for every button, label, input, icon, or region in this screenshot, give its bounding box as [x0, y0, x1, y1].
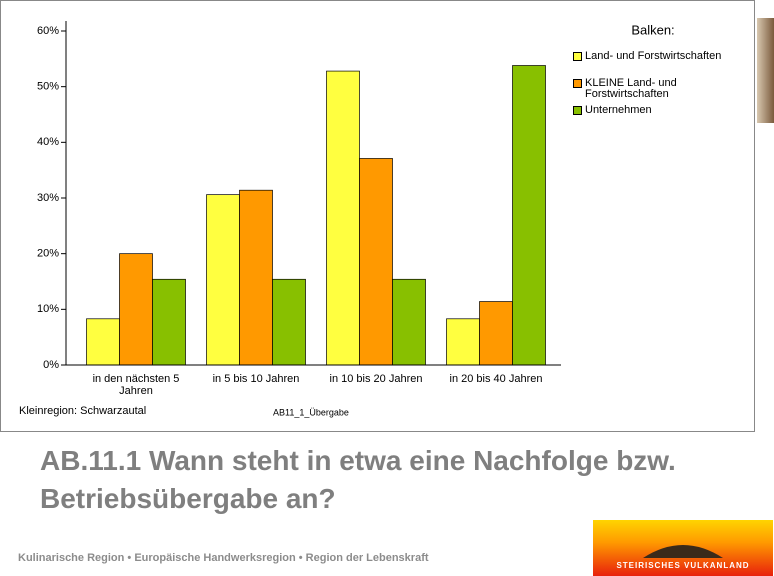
variable-name: AB11_1_Übergabe — [273, 407, 349, 417]
bar — [239, 189, 273, 366]
chart: Kleinregion: Schwarzautal AB11_1_Übergab… — [19, 21, 675, 417]
legend-swatch — [573, 52, 582, 61]
legend-item: Land- und Forstwirtschaften — [573, 51, 723, 62]
bar — [86, 318, 120, 366]
y-tick-label: 40% — [37, 136, 59, 148]
logo-mountain — [643, 545, 723, 558]
legend-label: KLEINE Land- und Forstwirtschaften — [585, 77, 677, 100]
x-tick-label: in 10 bis 20 Jahren — [329, 373, 423, 385]
legend-swatch — [573, 79, 582, 88]
y-tick-label: 60% — [37, 25, 59, 37]
bar — [326, 70, 360, 366]
legend-label: Unternehmen — [585, 104, 652, 116]
legend-item: Unternehmen — [573, 105, 723, 116]
x-tick-label: in den nächsten 5 Jahren — [92, 373, 180, 397]
footer: Kulinarische Region • Europäische Handwe… — [18, 552, 429, 564]
bar — [512, 65, 546, 366]
legend-label: Land- und Forstwirtschaften — [585, 50, 722, 62]
chart-panel: Kleinregion: Schwarzautal AB11_1_Übergab… — [0, 0, 755, 432]
x-tick-label: in 20 bis 40 Jahren — [449, 373, 543, 385]
bar — [392, 278, 426, 366]
y-tick-label: 0% — [43, 359, 59, 371]
photo — [757, 18, 774, 123]
y-tick-label: 30% — [37, 192, 59, 204]
legend-swatch — [573, 106, 582, 115]
y-tick-label: 20% — [37, 248, 59, 260]
bar — [119, 253, 153, 366]
bar — [272, 278, 306, 366]
logo: STEIRISCHES VULKANLAND — [593, 520, 773, 576]
bar — [206, 194, 240, 366]
legend-title: Balken: — [631, 22, 674, 37]
bar — [446, 318, 480, 366]
bar — [359, 158, 393, 366]
y-tick-label: 10% — [37, 303, 59, 315]
legend-item: KLEINE Land- und Forstwirtschaften — [573, 78, 723, 100]
slide-title: AB.11.1 Wann steht in etwa eine Nachfolg… — [40, 445, 676, 514]
logo-text: STEIRISCHES VULKANLAND — [616, 561, 750, 570]
x-tick-label: in 5 bis 10 Jahren — [212, 373, 300, 385]
region-note: Kleinregion: Schwarzautal — [19, 405, 146, 417]
bar — [152, 278, 186, 366]
y-tick-label: 50% — [37, 81, 59, 93]
bar — [479, 301, 513, 366]
